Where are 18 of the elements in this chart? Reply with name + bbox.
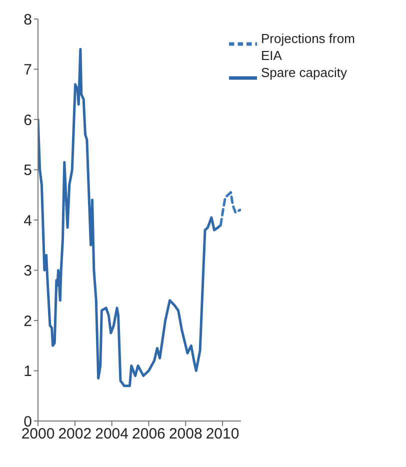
legend-label: Projections from EIA	[261, 30, 356, 64]
x-tick-label: 2006	[132, 426, 166, 443]
x-tick-label: 2004	[95, 426, 129, 443]
x-tick-label: 2000	[21, 426, 55, 443]
y-tick-label: 7	[24, 62, 32, 79]
y-tick-label: 5	[24, 162, 32, 180]
x-tick-label: 2008	[168, 426, 202, 443]
y-tick-label: 4	[24, 212, 32, 230]
line-series	[219, 191, 241, 226]
x-tick-label: 2010	[206, 426, 240, 443]
x-tick-label: 2002	[58, 426, 92, 443]
line-series	[38, 48, 222, 388]
y-tick-label: 2	[24, 312, 32, 330]
y-tick-label: 3	[24, 262, 32, 280]
legend-label: Spare capacity	[261, 64, 348, 81]
y-tick-label: 6	[24, 112, 32, 129]
y-tick-label: 1	[24, 363, 32, 380]
y-tick-label: 8	[24, 11, 32, 28]
